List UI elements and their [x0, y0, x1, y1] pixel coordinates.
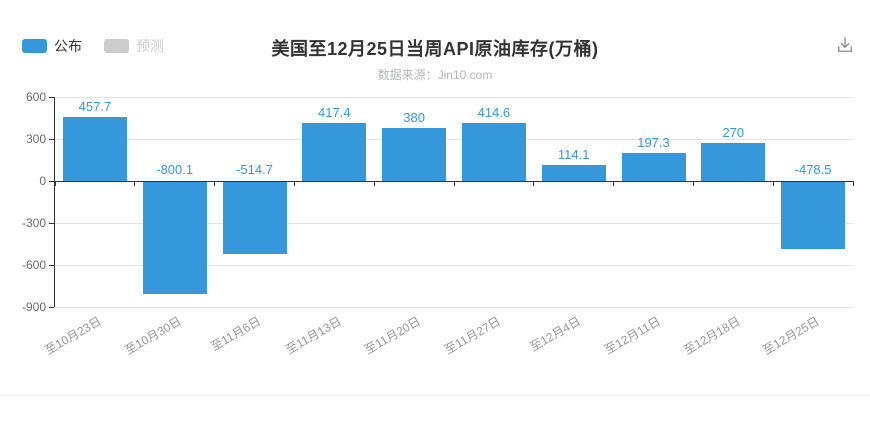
x-axis-tick — [134, 181, 136, 186]
bar[interactable] — [461, 122, 526, 181]
x-axis-tick — [293, 181, 295, 186]
x-axis-tick — [692, 181, 694, 186]
bar-value-label: -800.1 — [156, 162, 194, 177]
bar[interactable] — [142, 182, 207, 294]
bar[interactable] — [621, 153, 686, 181]
bar-value-label: 457.7 — [78, 98, 112, 114]
y-axis-line — [54, 97, 55, 307]
y-axis-label: -300 — [21, 216, 46, 230]
gridline — [55, 96, 853, 98]
y-axis-tick — [49, 96, 54, 98]
y-axis-label: 300 — [25, 132, 46, 146]
x-axis-label: 至11月20日 — [362, 314, 424, 358]
y-axis-tick — [49, 306, 54, 308]
x-axis-tick — [852, 181, 854, 186]
y-axis-tick — [49, 138, 54, 140]
x-axis-label: 至12月4日 — [527, 314, 583, 355]
y-axis-tick — [49, 264, 54, 266]
legend-label-forecast: 预测 — [136, 38, 164, 54]
y-axis-tick — [49, 222, 54, 224]
bar[interactable] — [302, 122, 367, 181]
bar-value-label: 380 — [403, 109, 425, 125]
x-axis-label: 至12月11日 — [601, 314, 663, 358]
y-axis-label: 0 — [39, 174, 46, 188]
legend-marker-published — [22, 39, 47, 53]
x-axis-label: 至11月6日 — [208, 314, 264, 354]
x-axis-label: 至10月23日 — [42, 314, 104, 358]
x-axis-label: 至12月25日 — [760, 314, 823, 358]
legend-item-forecast[interactable]: 预测 — [104, 39, 164, 53]
bar[interactable] — [701, 143, 766, 181]
x-axis-label: 至10月30日 — [122, 314, 184, 358]
bar-value-label: -514.7 — [236, 162, 273, 177]
bar-value-label: 114.1 — [557, 147, 590, 163]
x-axis-tick — [533, 181, 535, 186]
bar-value-label: 417.4 — [318, 104, 351, 120]
chart-title: 美国至12月25日当周API原油库存(万桶) — [271, 39, 599, 59]
bottom-divider — [0, 395, 870, 396]
bar-value-label: -478.5 — [794, 162, 832, 177]
x-axis-tick — [214, 181, 216, 186]
bar[interactable] — [781, 182, 846, 249]
y-axis-label: 600 — [25, 90, 46, 104]
chart-subtitle: 数据来源：Jin10.com — [377, 68, 493, 82]
bar[interactable] — [541, 165, 606, 181]
gridline — [55, 306, 853, 308]
legend-item-published[interactable]: 公布 — [22, 39, 82, 53]
x-axis-label: 至11月27日 — [442, 314, 503, 358]
y-axis-label: -600 — [21, 258, 46, 272]
bar[interactable] — [222, 182, 287, 255]
y-axis-label: -900 — [21, 300, 46, 314]
x-axis-tick — [54, 181, 56, 186]
gridline — [55, 264, 853, 266]
bar-value-label: 197.3 — [637, 135, 670, 151]
x-axis-tick — [772, 181, 774, 186]
legend-marker-forecast — [104, 39, 129, 53]
gridline — [55, 222, 853, 224]
x-axis-tick — [453, 181, 455, 186]
x-axis-label: 至12月18日 — [681, 314, 743, 358]
legend: 公布 预测 — [22, 39, 164, 53]
plot-area: 600 300 0 -300 -600 -900 457.7 -800.1 -514.7 417.… — [22, 90, 854, 357]
bar-value-label: 414.6 — [477, 104, 511, 120]
save-as-image-icon[interactable] — [833, 33, 857, 57]
legend-label-published: 公布 — [54, 38, 82, 54]
bar-value-label: 270 — [722, 125, 745, 141]
y-axis-tick — [49, 180, 54, 182]
bar[interactable] — [62, 116, 127, 181]
bar[interactable] — [382, 127, 447, 181]
x-axis-label: 至11月13日 — [282, 314, 344, 358]
x-axis-tick — [613, 181, 615, 186]
x-axis-tick — [373, 181, 375, 186]
gridline — [55, 138, 853, 140]
